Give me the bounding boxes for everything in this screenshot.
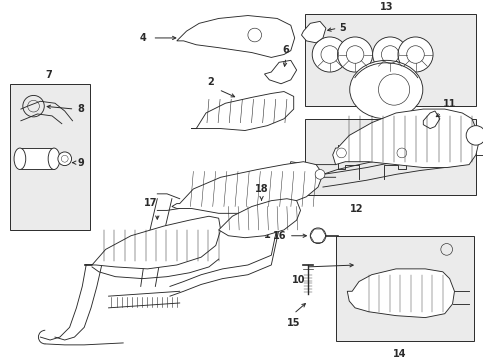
Text: 16: 16 [273,231,286,241]
Text: 11: 11 [442,99,455,109]
Ellipse shape [349,60,422,119]
Circle shape [372,37,407,72]
Polygon shape [301,21,325,43]
Polygon shape [332,109,478,167]
Polygon shape [191,91,293,131]
Text: 1: 1 [264,230,270,240]
Text: 13: 13 [379,2,392,12]
Text: 17: 17 [143,198,157,208]
Circle shape [396,148,406,158]
Ellipse shape [14,148,26,170]
Text: 15: 15 [286,318,300,328]
Text: 7: 7 [46,70,52,80]
Text: 2: 2 [207,77,214,87]
Bar [305,14,475,106]
Polygon shape [218,199,300,238]
Polygon shape [84,216,220,269]
Circle shape [247,28,261,42]
Circle shape [397,37,432,72]
Text: 6: 6 [282,45,289,54]
Circle shape [378,74,409,105]
Ellipse shape [48,148,60,170]
Circle shape [58,152,71,166]
Circle shape [310,228,325,243]
Polygon shape [264,60,296,84]
Text: 9: 9 [77,158,84,168]
Bar [20,148,54,170]
Bar [10,84,90,230]
Polygon shape [177,15,294,58]
Text: 3: 3 [407,121,413,131]
Text: 12: 12 [349,204,363,213]
Text: 14: 14 [392,349,406,359]
Text: 8: 8 [77,104,84,114]
Circle shape [337,37,372,72]
Circle shape [336,148,346,158]
Circle shape [465,126,485,145]
Text: 10: 10 [291,275,305,285]
Polygon shape [346,269,453,318]
Circle shape [311,37,346,72]
Text: 18: 18 [254,184,268,194]
Circle shape [314,170,324,179]
Polygon shape [172,162,322,213]
Bar [335,236,473,341]
Text: 4: 4 [139,33,146,43]
Text: 5: 5 [339,23,346,33]
Bar [305,119,475,195]
Polygon shape [423,111,439,129]
